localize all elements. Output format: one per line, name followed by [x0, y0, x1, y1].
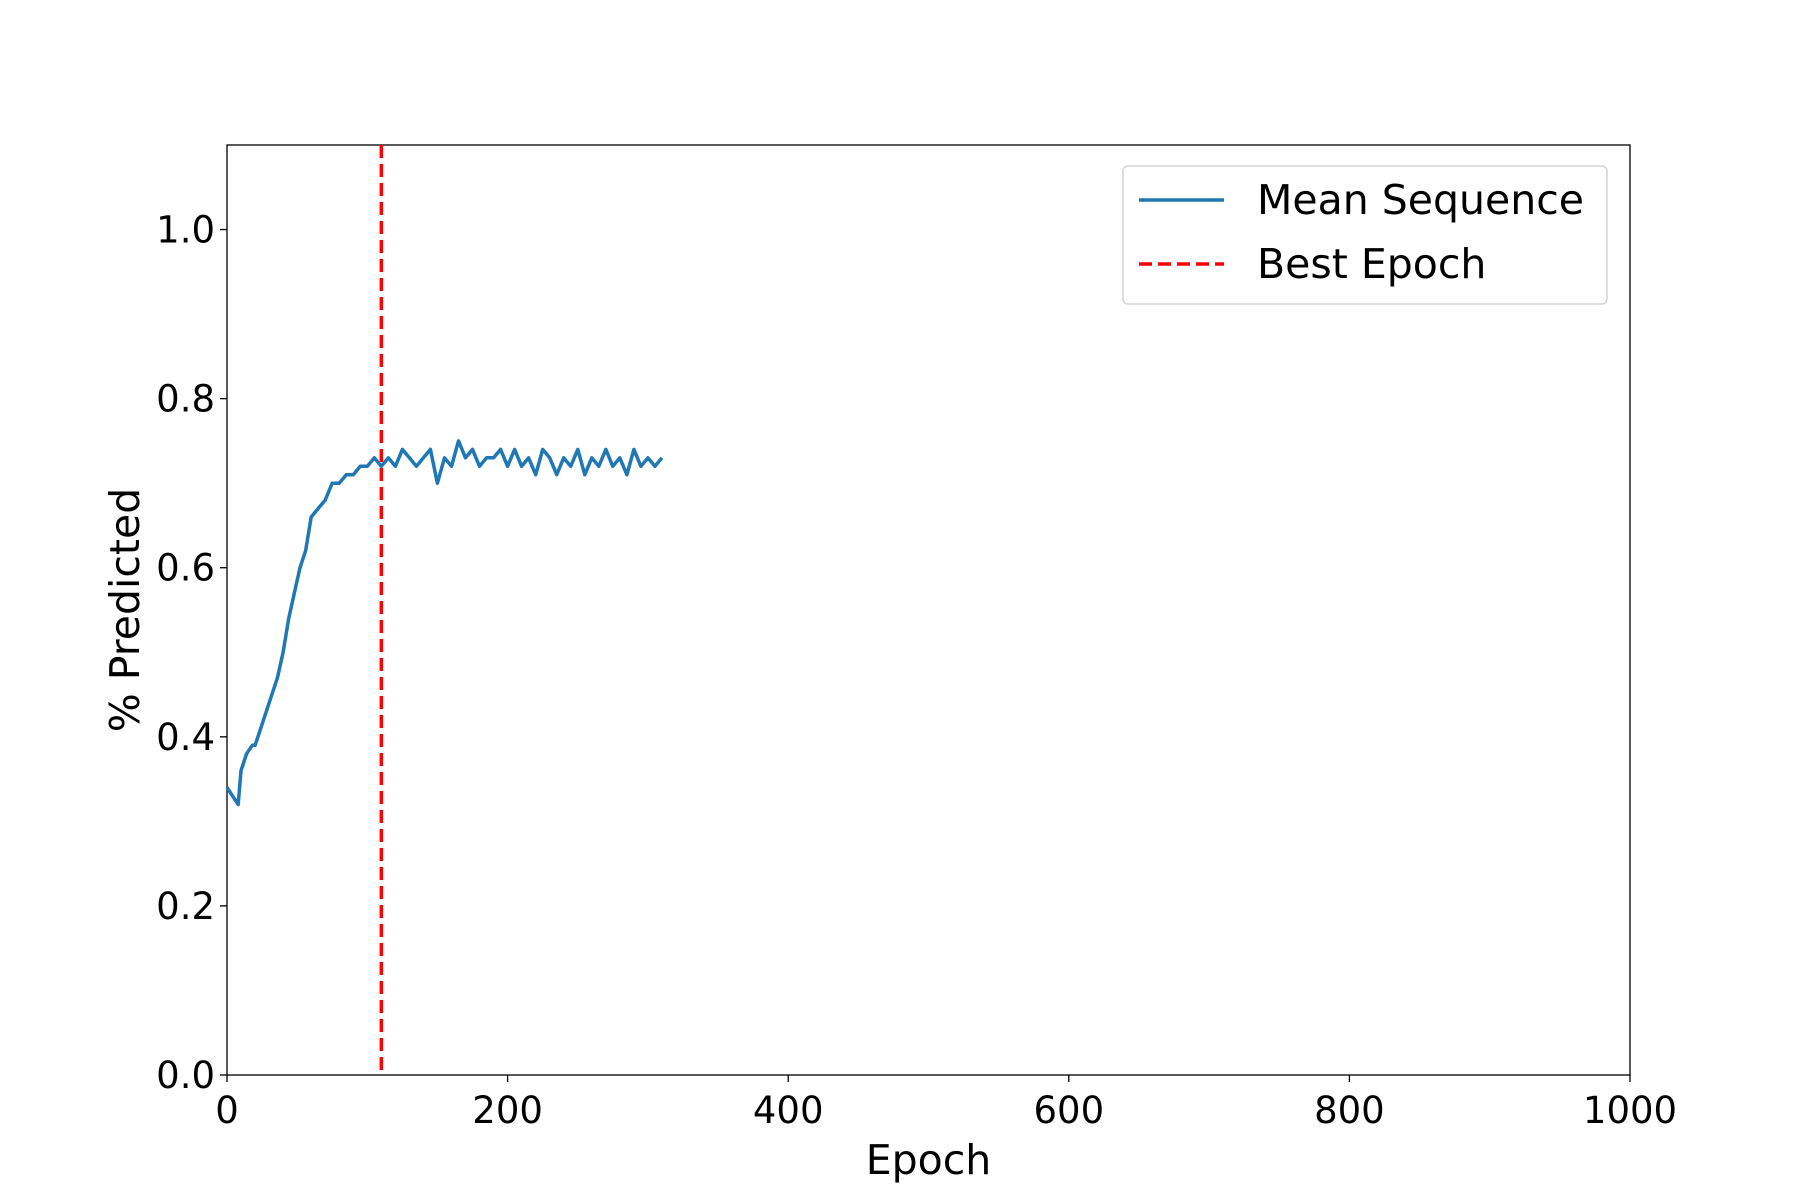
- y-tick-label: 0.4: [156, 716, 215, 759]
- legend-label-best-epoch: Best Epoch: [1257, 240, 1486, 288]
- legend-label-mean-sequence: Mean Sequence: [1257, 176, 1584, 224]
- legend: Mean Sequence Best Epoch: [1122, 165, 1608, 305]
- x-tick-label: 200: [472, 1089, 543, 1132]
- y-tick-label: 0.6: [156, 547, 215, 590]
- series-layer: [225, 145, 664, 1075]
- plot-area: [226, 144, 1631, 1076]
- series-line-mean-sequence: [225, 439, 664, 807]
- legend-box: [1122, 165, 1608, 305]
- x-tick-label: 0: [215, 1089, 239, 1132]
- x-tick-label: 1000: [1583, 1089, 1677, 1132]
- x-axis: 0 200 400 600 800 1000: [215, 1075, 1677, 1132]
- x-axis-label: Epoch: [866, 1136, 992, 1184]
- x-tick-label: 400: [753, 1089, 824, 1132]
- y-tick-label: 0.2: [156, 885, 215, 928]
- y-tick-label: 0.8: [156, 378, 215, 421]
- y-tick-label: 1.0: [156, 209, 215, 252]
- x-tick-label: 800: [1314, 1089, 1385, 1132]
- y-axis: 0.0 0.2 0.4 0.6 0.8 1.0: [156, 209, 227, 1097]
- y-axis-label: % Predicted: [101, 488, 149, 732]
- x-tick-label: 600: [1033, 1089, 1104, 1132]
- y-tick-label: 0.0: [156, 1054, 215, 1097]
